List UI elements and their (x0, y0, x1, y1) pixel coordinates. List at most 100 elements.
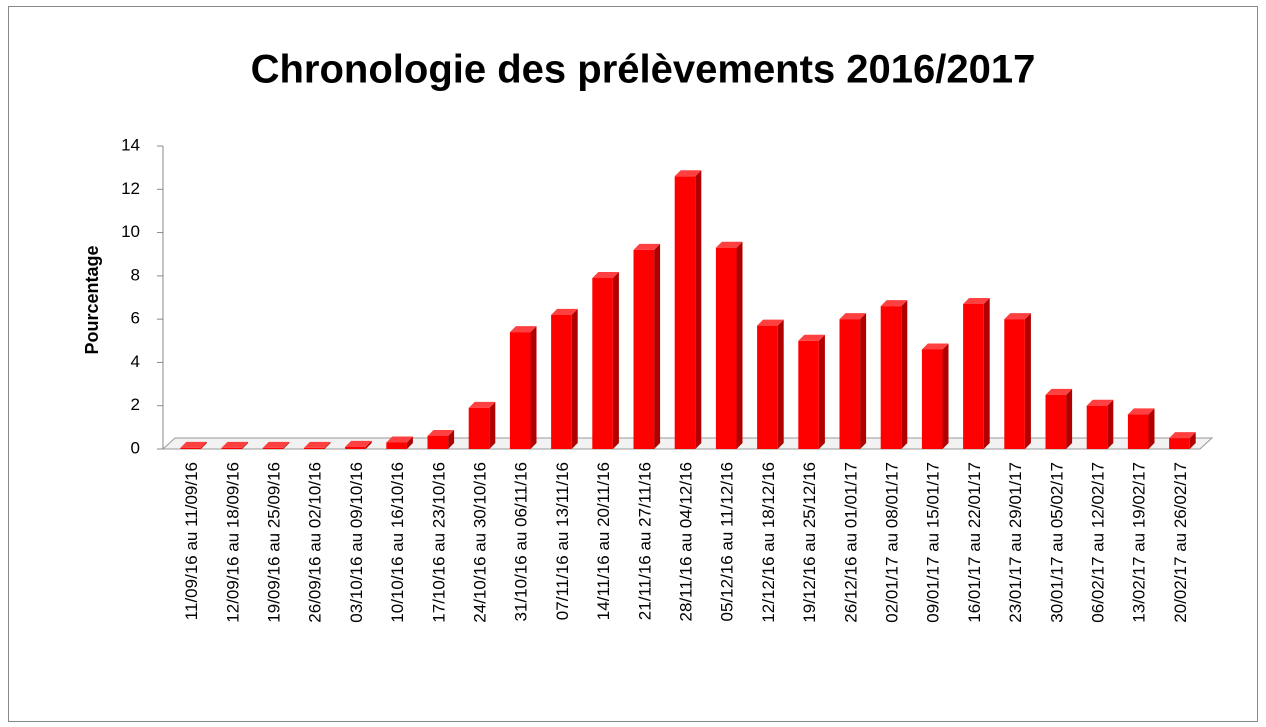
y-tick-label: 8 (131, 265, 140, 284)
bar (1169, 438, 1190, 449)
x-tick-label: 13/02/17 au 19/02/17 (1130, 462, 1149, 623)
x-tick-label: 26/12/16 au 01/01/17 (841, 462, 860, 623)
x-tick-label: 10/10/16 au 16/10/16 (388, 462, 407, 623)
bar-side (901, 300, 908, 449)
bar-side (777, 319, 784, 449)
chart-border (8, 6, 1258, 722)
bar-side (1107, 399, 1114, 449)
bar (262, 447, 284, 449)
bar-top (757, 319, 784, 326)
bar-side (571, 308, 578, 449)
bar-top (674, 170, 702, 177)
bar (1045, 394, 1067, 449)
bar-side (1066, 388, 1073, 449)
bar (798, 340, 819, 449)
bar (303, 447, 325, 449)
bar-side (695, 170, 702, 450)
x-tick-label: 26/09/16 au 02/10/16 (306, 462, 325, 623)
bar-side (612, 272, 619, 449)
x-tick-label: 14/11/16 au 20/11/16 (594, 462, 613, 620)
bar (386, 442, 407, 449)
bar (757, 325, 778, 449)
bar-top (1127, 408, 1155, 415)
x-tick-label: 19/12/16 au 25/12/16 (800, 462, 819, 623)
bar-top (921, 343, 949, 350)
x-tick-label: 21/11/16 au 27/11/16 (635, 462, 654, 620)
x-tick-label: 31/10/16 au 06/11/16 (512, 462, 531, 621)
bar-top (1169, 432, 1196, 439)
bar-top (1086, 399, 1114, 406)
y-tick-label: 6 (131, 309, 140, 328)
x-tick-label: 24/10/16 au 30/10/16 (470, 462, 489, 623)
bar (592, 278, 613, 449)
bar-side (530, 326, 537, 449)
bar-side (324, 441, 331, 449)
bar-side (1189, 432, 1196, 449)
bar-top (715, 241, 743, 248)
bar-top (262, 441, 290, 448)
bar (1127, 414, 1149, 449)
bar-top (468, 401, 496, 408)
x-tick-label: 05/12/16 au 11/12/16 (718, 462, 737, 621)
y-tick-label: 0 (131, 438, 140, 457)
bar-side (200, 441, 207, 449)
bar (468, 407, 490, 449)
x-tick-label: 09/01/17 au 15/01/17 (924, 462, 943, 623)
bar-top (427, 430, 455, 437)
bar (880, 306, 902, 449)
x-tick-label: 30/01/17 au 05/02/17 (1047, 462, 1066, 623)
bar-top (221, 441, 249, 448)
x-tick-label: 17/10/16 au 23/10/16 (429, 462, 448, 623)
x-tick-label: 03/10/16 au 09/10/16 (347, 462, 366, 623)
x-tick-label: 19/09/16 au 25/09/16 (264, 462, 283, 623)
x-tick-label: 06/02/17 au 12/02/17 (1088, 462, 1107, 623)
bar (633, 249, 655, 449)
x-tick-label: 20/02/17 au 26/02/17 (1171, 462, 1190, 623)
bar-side (448, 430, 455, 449)
x-tick-label: 11/09/16 au 11/09/16 (182, 462, 201, 620)
bar-top (880, 300, 908, 307)
bar (963, 303, 984, 449)
bar (551, 314, 572, 449)
bar-top (963, 297, 990, 304)
bar (921, 349, 943, 449)
bar-side (818, 334, 825, 449)
bar-top (633, 243, 661, 250)
bar-top (551, 308, 578, 315)
bar-side (860, 313, 867, 449)
bar (1004, 319, 1025, 449)
bar (1086, 405, 1108, 449)
bar-side (1148, 408, 1155, 449)
x-tick-label: 07/11/16 au 13/11/16 (553, 462, 572, 620)
bar (509, 332, 531, 449)
bar-top (839, 313, 867, 320)
bar-top (386, 436, 413, 443)
bar-top (798, 334, 825, 341)
bar-side (283, 441, 290, 449)
x-tick-label: 12/12/16 au 18/12/16 (759, 462, 778, 623)
x-tick-label: 16/01/17 au 22/01/17 (965, 462, 984, 623)
y-tick-label: 4 (131, 352, 140, 371)
bar (839, 319, 861, 449)
bar-side (489, 401, 496, 449)
bar (674, 176, 696, 450)
bar-side (1024, 313, 1031, 449)
bar (715, 247, 737, 449)
bar-top (592, 272, 619, 279)
y-axis-title: Pourcentage (82, 245, 102, 354)
bar-top (1004, 313, 1031, 320)
bar-top (1045, 388, 1073, 395)
y-tick-label: 14 (121, 135, 140, 154)
bar-side (406, 436, 413, 449)
chart-title: Chronologie des prélèvements 2016/2017 (251, 48, 1036, 92)
bar-side (983, 297, 990, 449)
y-tick-label: 12 (121, 179, 140, 198)
x-tick-label: 02/01/17 au 08/01/17 (882, 462, 901, 623)
bar-top (509, 326, 537, 333)
bar-side (654, 243, 661, 449)
bar (427, 436, 449, 449)
bar (345, 446, 366, 449)
bar (221, 447, 243, 449)
y-tick-label: 2 (131, 395, 140, 414)
bar-side (242, 441, 249, 449)
